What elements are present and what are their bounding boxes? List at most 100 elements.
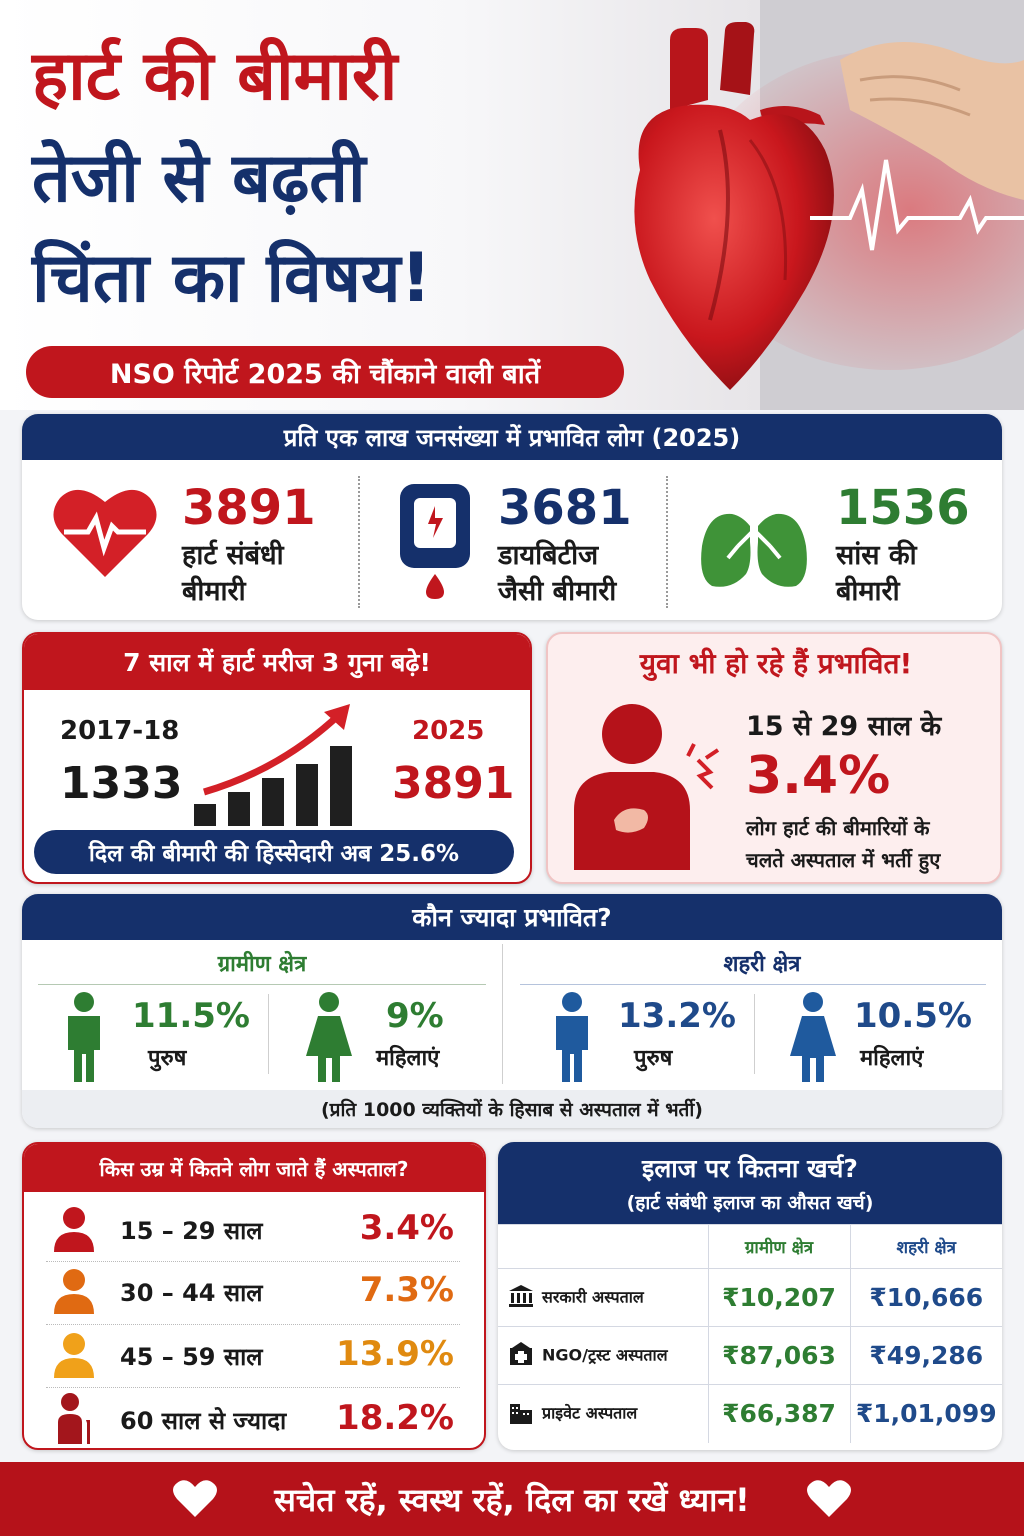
- share-note: दिल की बीमारी की हिस्सेदारी अब 25.6%: [34, 830, 514, 874]
- heart-icon: [806, 1480, 851, 1517]
- diabetes-stat-value: 3681: [498, 480, 632, 536]
- table-row: NGO/ट्रस्ट अस्पताल ₹87,063 ₹49,286: [498, 1326, 1002, 1385]
- urban-label: शहरी क्षेत्र: [723, 952, 801, 977]
- age-row-value: 18.2%: [336, 1398, 454, 1438]
- rural-label: ग्रामीण क्षेत्र: [217, 952, 307, 977]
- footer-slogan: सचेत रहें, स्वस्थ रहें, दिल का रखें ध्या…: [274, 1480, 750, 1519]
- table-cell-urban: ₹10,666: [849, 1268, 1002, 1327]
- female-icon: [306, 992, 352, 1082]
- growth-end-value: 3891: [392, 758, 515, 809]
- adult-person-icon: [54, 1269, 94, 1314]
- government-building-icon: [508, 1284, 534, 1312]
- lungs-icon: [701, 488, 807, 587]
- cost-card: इलाज पर कितना खर्च? (हार्ट संबंधी इलाज क…: [498, 1142, 1002, 1450]
- title-line-1: हार्ट की बीमारी: [32, 37, 398, 116]
- age-card: किस उम्र में कितने लोग जाते हैं अस्पताल?…: [22, 1142, 486, 1450]
- hospital-icon: [508, 1341, 534, 1370]
- respiratory-stat-label-1: सांस की: [836, 540, 917, 571]
- divider: [46, 1324, 460, 1325]
- table-cell-rural: ₹87,063: [707, 1326, 851, 1385]
- youth-desc-2: चलते अस्पताल में भर्ती हुए: [746, 848, 941, 872]
- cost-subheading: (हार्ट संबंधी इलाज का औसत खर्च): [626, 1192, 874, 1214]
- male-icon: [556, 992, 588, 1082]
- table-header-cell: [498, 1224, 709, 1269]
- title-line-2: तेजी से बढ़ती: [32, 139, 366, 218]
- table-row: सरकारी अस्पताल ₹10,207 ₹10,666: [498, 1268, 1002, 1327]
- table-cell-rural: ₹10,207: [707, 1268, 851, 1327]
- rural-female-label: महिलाएं: [376, 1046, 440, 1071]
- table-header-urban: शहरी क्षेत्र: [849, 1224, 1002, 1269]
- rural-female-pct: 9%: [386, 996, 444, 1036]
- table-cell-urban: ₹1,01,099: [849, 1384, 1002, 1443]
- heart-stat-label-1: हार्ट संबंधी: [182, 540, 284, 571]
- affected-card: प्रति एक लाख जनसंख्या में प्रभावित लोग (…: [22, 414, 1002, 620]
- divider: [502, 944, 503, 1084]
- age-row-value: 3.4%: [359, 1208, 454, 1248]
- age-heading: किस उम्र में कितने लोग जाते हैं अस्पताल?: [24, 1144, 484, 1192]
- heart-stat-label-2: बीमारी: [182, 576, 246, 607]
- respiratory-stat-value: 1536: [836, 480, 970, 536]
- divider: [46, 1261, 460, 1262]
- growth-bar: [296, 764, 318, 826]
- divider: [754, 994, 755, 1074]
- private-building-icon: [508, 1400, 534, 1428]
- urban-female-pct: 10.5%: [854, 996, 972, 1036]
- growth-card: 7 साल में हार्ट मरीज 3 गुना बढ़े! 2017-1…: [22, 632, 532, 884]
- age-row-label: 45 – 59 साल: [120, 1343, 263, 1371]
- age-row-value: 7.3%: [359, 1270, 454, 1310]
- diabetes-stat-label-2: जैसी बीमारी: [498, 576, 617, 607]
- growth-bar: [262, 778, 284, 826]
- growth-bar: [330, 746, 352, 826]
- male-icon: [68, 992, 100, 1082]
- female-icon: [790, 992, 836, 1082]
- middle-aged-person-icon: [54, 1333, 94, 1378]
- table-row-label: प्राइवेट अस्पताल: [542, 1403, 638, 1423]
- growth-bar-chart: [194, 734, 354, 826]
- table-header-row: ग्रामीण क्षेत्र शहरी क्षेत्र: [498, 1224, 1002, 1269]
- table-row-label: NGO/ट्रस्ट अस्पताल: [542, 1345, 668, 1364]
- age-row-label: 30 – 44 साल: [120, 1279, 263, 1307]
- age-row-value: 13.9%: [336, 1334, 454, 1374]
- age-row-label: 15 – 29 साल: [120, 1217, 263, 1245]
- table-row: प्राइवेट अस्पताल ₹66,387 ₹1,01,099: [498, 1384, 1002, 1443]
- growth-bar: [194, 804, 216, 826]
- age-row-label: 60 साल से ज्यादा: [120, 1407, 287, 1435]
- growth-heading: 7 साल में हार्ट मरीज 3 गुना बढ़े!: [24, 634, 530, 690]
- urban-male-label: पुरुष: [634, 1046, 673, 1071]
- respiratory-stat-label-2: बीमारी: [836, 576, 900, 607]
- heart-stat-value: 3891: [182, 480, 316, 536]
- table-cell-urban: ₹49,286: [849, 1326, 1002, 1385]
- divider: [666, 476, 668, 608]
- cost-header: इलाज पर कितना खर्च? (हार्ट संबंधी इलाज क…: [498, 1142, 1002, 1224]
- cost-heading: इलाज पर कितना खर्च?: [642, 1154, 858, 1183]
- table-row-label-cell: सरकारी अस्पताल: [498, 1268, 709, 1327]
- heart-illustration: [634, 22, 834, 391]
- youth-age-range: 15 से 29 साल के: [746, 711, 942, 742]
- youth-percent: 3.4%: [746, 746, 891, 806]
- ecg-line-icon: [810, 159, 1024, 251]
- table-row-label-cell: प्राइवेट अस्पताल: [498, 1384, 709, 1443]
- youth-card: युवा भी हो रहे हैं प्रभावित! 15 से 29 सा…: [546, 632, 1002, 884]
- title-line-3: चिंता का विषय!: [32, 239, 432, 318]
- table-header-rural: ग्रामीण क्षेत्र: [707, 1224, 851, 1269]
- urban-male-pct: 13.2%: [618, 996, 736, 1036]
- table-row-label-cell: NGO/ट्रस्ट अस्पताल: [498, 1326, 709, 1385]
- glucose-meter-icon: [400, 484, 470, 599]
- heart-icon: [173, 1480, 218, 1517]
- cost-table: ग्रामीण क्षेत्र शहरी क्षेत्र सरकारी अस्प…: [498, 1224, 1002, 1443]
- subtitle-pill: NSO रिपोर्ट 2025 की चौंकाने वाली बातें: [26, 346, 624, 398]
- young-person-icon: [54, 1207, 94, 1252]
- growth-end-year: 2025: [412, 716, 485, 746]
- growth-start-year: 2017-18: [60, 716, 180, 746]
- who-card: कौन ज्यादा प्रभावित? ग्रामीण क्षेत्र शहर…: [22, 894, 1002, 1128]
- divider: [358, 476, 360, 608]
- elderly-person-icon: [58, 1393, 90, 1444]
- heart-pulse-icon: [53, 489, 157, 577]
- table-cell-rural: ₹66,387: [707, 1384, 851, 1443]
- chest-pain-person-icon: [574, 704, 720, 870]
- urban-female-label: महिलाएं: [860, 1046, 924, 1071]
- divider: [268, 994, 269, 1074]
- divider: [520, 984, 986, 985]
- affected-heading: प्रति एक लाख जनसंख्या में प्रभावित लोग (…: [22, 414, 1002, 460]
- who-footnote: (प्रति 1000 व्यक्तियों के हिसाब से अस्पत…: [22, 1090, 1002, 1128]
